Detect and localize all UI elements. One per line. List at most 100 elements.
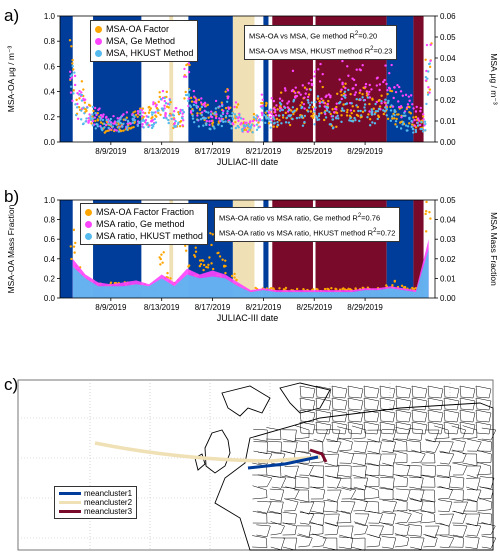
data-point-factor <box>378 105 382 108</box>
data-point-hkust <box>109 123 112 126</box>
data-point-hkust <box>85 117 88 120</box>
map-legend-item-1: meancluster1 <box>59 489 132 498</box>
country-border <box>437 499 453 512</box>
data-point-hkust <box>137 121 141 124</box>
country-border <box>475 421 492 435</box>
country-border <box>408 509 423 524</box>
data-point-factor <box>428 88 432 91</box>
cluster-band-cluster3 <box>413 16 424 142</box>
data-point-factor <box>335 125 338 128</box>
data-point-ge <box>335 102 338 105</box>
data-point-ge <box>422 113 425 116</box>
data-point-hkust <box>357 109 360 113</box>
data-point-hkust <box>348 119 351 122</box>
country-border <box>452 511 467 524</box>
data-point-hkust <box>269 108 272 111</box>
data-point-ge <box>195 98 198 101</box>
data-point-factor-fraction <box>169 277 172 280</box>
data-point-factor <box>395 117 398 121</box>
data-point-ge <box>97 108 100 112</box>
data-point-ge <box>136 112 140 115</box>
data-point-factor-fraction <box>198 264 202 268</box>
data-point-ge <box>359 68 362 72</box>
data-point-hkust <box>72 92 75 95</box>
country-border <box>256 524 271 538</box>
data-point-hkust <box>370 112 373 115</box>
data-point-hkust <box>255 123 259 126</box>
country-border <box>257 451 273 465</box>
country-border <box>252 510 268 524</box>
data-point-hkust <box>287 114 290 118</box>
data-point-factor-fraction <box>188 264 191 267</box>
data-point-ge <box>378 88 381 92</box>
country-border <box>366 533 381 548</box>
data-point-hkust <box>178 111 182 115</box>
data-point-ge <box>419 106 422 110</box>
country-border <box>353 521 369 536</box>
data-point-factor <box>340 114 343 117</box>
data-point-ge <box>367 93 370 96</box>
data-point-factor <box>310 115 313 118</box>
data-point-hkust <box>332 126 335 129</box>
data-point-hkust <box>318 105 321 108</box>
data-point-factor <box>96 119 100 122</box>
data-point-hkust <box>197 125 201 128</box>
data-point-hkust <box>272 116 275 119</box>
data-point-hkust <box>361 96 364 99</box>
data-point-hkust <box>71 64 74 68</box>
data-point-hkust <box>337 117 340 120</box>
ytick-label-right: 0.05 <box>440 196 456 205</box>
data-point-factor <box>399 121 402 124</box>
country-border <box>427 397 444 411</box>
data-point-ge <box>104 123 108 127</box>
data-point-factor <box>184 90 187 94</box>
data-point-hkust <box>370 108 373 111</box>
country-border <box>481 522 496 536</box>
data-point-factor <box>136 115 139 118</box>
data-point-factor <box>71 62 74 65</box>
data-point-factor-fraction <box>424 212 427 216</box>
data-point-hkust <box>307 101 310 104</box>
country-border <box>394 533 410 548</box>
data-point-hkust <box>209 127 212 131</box>
country-border <box>392 438 408 452</box>
data-point-factor <box>276 108 279 111</box>
data-point-hkust <box>426 93 430 96</box>
country-border <box>363 421 380 435</box>
data-point-hkust <box>159 97 163 101</box>
data-point-hkust <box>103 122 106 126</box>
data-point-ge <box>419 109 422 113</box>
legend-item-ge-ratio: MSA ratio, Ge method <box>85 218 203 230</box>
data-point-factor <box>151 115 154 119</box>
country-border <box>452 462 468 476</box>
data-point-hkust <box>351 120 355 123</box>
data-point-factor <box>125 116 128 119</box>
data-point-factor-fraction <box>218 255 222 258</box>
data-point-hkust <box>212 125 215 128</box>
data-point-hkust <box>84 120 87 123</box>
country-border <box>459 397 476 411</box>
data-point-hkust <box>278 109 282 112</box>
ytick-label-left: 1.0 <box>44 12 56 21</box>
data-point-hkust <box>162 116 166 120</box>
data-point-factor <box>224 90 227 93</box>
data-point-hkust <box>316 95 320 98</box>
data-point-ge <box>163 107 166 110</box>
country-border <box>331 385 348 399</box>
data-point-hkust <box>228 114 231 118</box>
data-point-hkust <box>358 98 361 101</box>
data-point-ge <box>122 113 125 116</box>
data-point-ge <box>192 89 196 93</box>
country-border <box>411 449 426 464</box>
data-point-hkust <box>202 117 206 120</box>
data-point-ge <box>368 90 371 94</box>
data-point-hkust <box>173 124 176 128</box>
data-point-hkust <box>386 101 390 104</box>
country-border <box>465 513 481 527</box>
country-border <box>252 485 268 500</box>
data-point-ge <box>400 116 403 119</box>
country-border <box>379 487 394 501</box>
data-point-hkust <box>359 114 363 117</box>
data-point-factor <box>357 114 360 118</box>
data-point-hkust <box>281 114 285 117</box>
